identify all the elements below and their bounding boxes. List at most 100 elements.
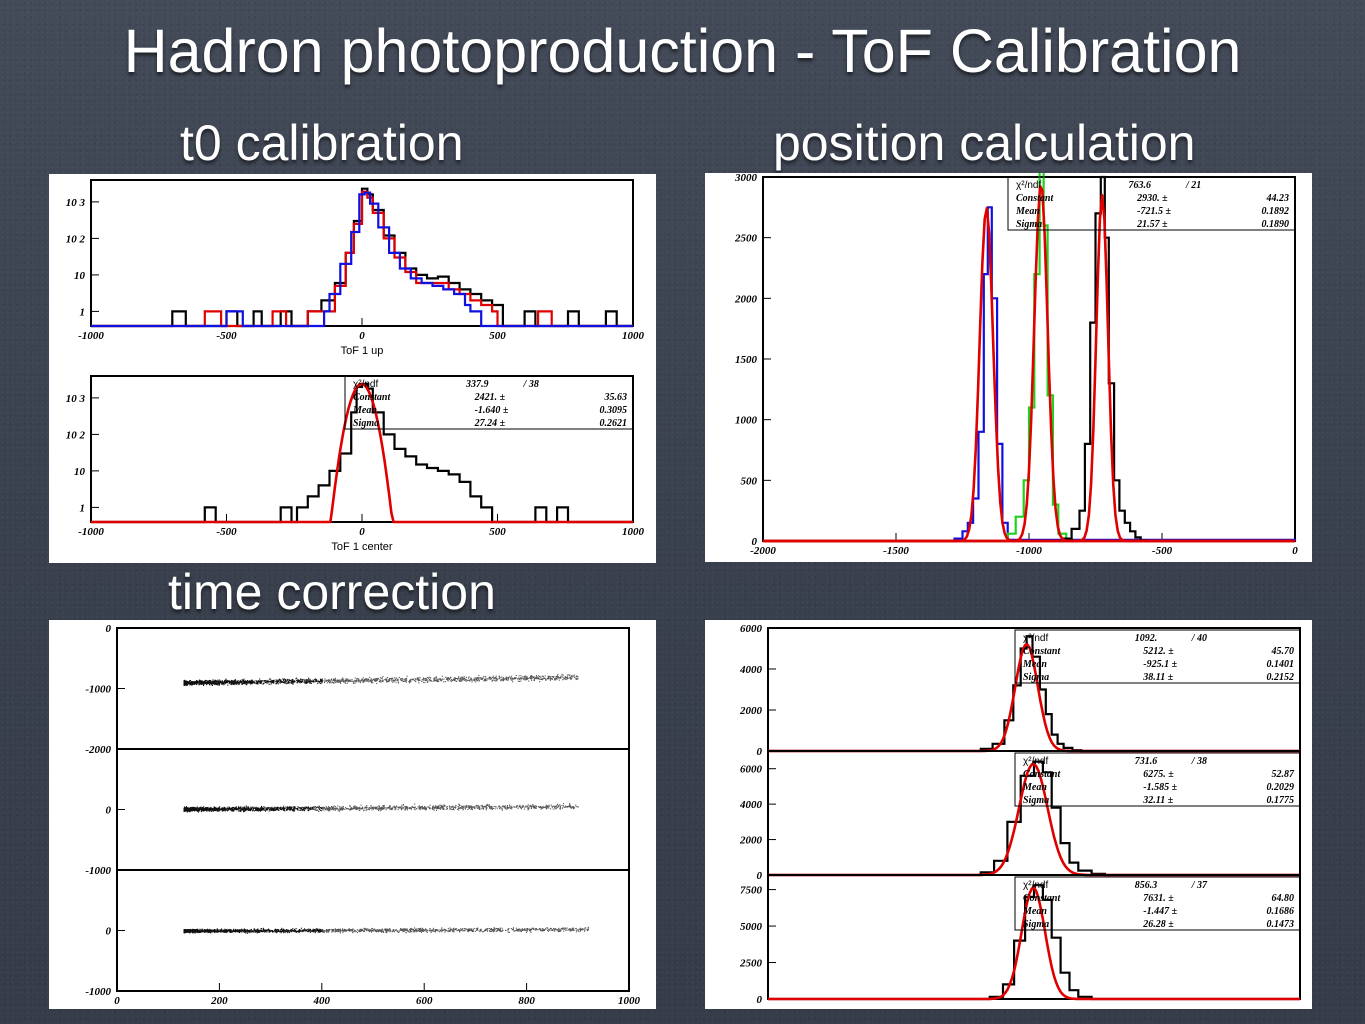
tc1-point [422,681,424,683]
tc1-point [264,682,266,684]
tc2-point [267,807,269,809]
tc2-point [490,808,492,810]
tc1-point [351,680,353,682]
tc2-point [203,810,205,812]
tc1-point [542,678,544,680]
tc2-point [271,808,273,810]
tc2-point [489,807,491,809]
tc2-point [545,804,547,806]
tc2-point [554,808,556,810]
tc2-point [185,808,187,810]
tc1-point [309,680,311,682]
tc2-point [443,804,445,806]
tc1-point [458,679,460,681]
tc1-point [241,680,243,682]
tc2-point [502,805,504,807]
tc3-point [384,929,386,931]
tc2-point [406,806,408,808]
tc2-point [349,808,351,810]
tc1-point [329,680,331,682]
tc1-point [287,679,289,681]
tc3-point [315,928,317,930]
tc3-point [323,929,325,931]
tc3-point [337,928,339,930]
tc1-point [491,680,493,682]
tc2-point [254,809,256,811]
tc1-point [353,681,355,683]
tc1-point [461,679,463,681]
tc1-point [311,681,313,683]
tc1-point [441,675,443,677]
tc1-point [470,677,472,679]
tc2-point [441,805,443,807]
tc3-point [451,929,453,931]
tc2-point [331,806,333,808]
tc1-point [382,679,384,681]
tc1-point [272,681,274,683]
tc1-point [211,684,213,686]
tc3-point [313,931,315,933]
tc2-point [195,807,197,809]
tc2-point [277,806,279,808]
tc1-point [199,679,201,681]
tc1-point [189,683,191,685]
tc3-point [333,929,335,931]
tc1-point [388,680,390,682]
tc1-point [316,679,318,681]
tc1-point [426,679,428,681]
tc2-point [351,807,353,809]
tc1-point [342,681,344,683]
tc2-point [420,808,422,810]
tc2-point [365,808,367,810]
tc3-point [581,928,583,930]
tc1-point [379,681,381,683]
tc2-point [466,806,468,808]
tc2-point [468,806,470,808]
tc2-point [359,809,361,811]
tc1-point [474,679,476,681]
tc1-point [518,675,520,677]
tc2-point [197,811,199,813]
tc2-point [557,803,559,805]
tc3-point [491,930,493,932]
tc3-point [200,929,202,931]
tc1-point [469,679,471,681]
tc1-point [203,683,205,685]
tc2-point [457,808,459,810]
tc1-point [299,682,301,684]
tc1-point [222,682,224,684]
tc1-point [206,681,208,683]
tc1-point [571,674,573,676]
tc1-point [185,684,187,686]
tc2-point [440,804,442,806]
tc2-point [390,807,392,809]
tc1-point [345,679,347,681]
tc2-point [346,808,348,810]
tc2-point [235,808,237,810]
tc2-point [188,808,190,810]
tc1-point [414,680,416,682]
tc2-point [480,805,482,807]
tc1-point [184,684,186,686]
tc1-point [475,681,477,683]
tc2-point [569,805,571,807]
tc3-point [328,930,330,932]
tc2-point [187,807,189,809]
tc1-point [559,677,561,679]
tc3-point [345,930,347,932]
tc2-point [197,808,199,810]
tc1-point [219,683,221,685]
tc1-point [208,683,210,685]
tof1center-ytick-label: 10 3 [66,393,86,405]
tc1-point [190,681,192,683]
tc1-point [443,681,445,683]
tc1-point [571,675,573,677]
tc1-point [219,679,221,681]
tc1-point [424,678,426,680]
tc2-point [425,809,427,811]
tc2-point [282,809,284,811]
tc2-point [203,806,205,808]
tc2-point [248,809,250,811]
tc2-point [528,808,530,810]
tc2-point [520,806,522,808]
